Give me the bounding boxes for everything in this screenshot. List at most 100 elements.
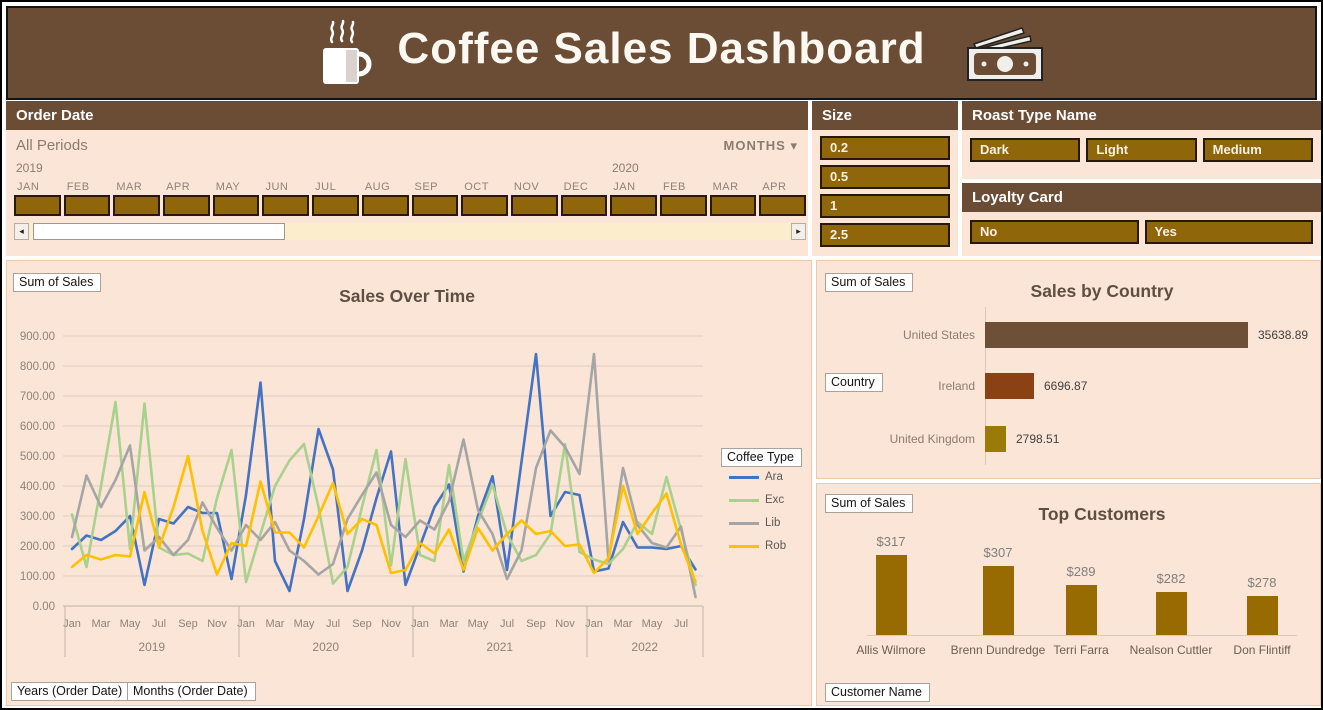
- timeline-month-label: SEP: [414, 181, 439, 193]
- timeline-month-label: MAR: [116, 181, 143, 193]
- sum-of-sales-button[interactable]: Sum of Sales: [13, 273, 102, 292]
- customer-bar-nealson-cuttler: [1155, 592, 1187, 635]
- timeline-title: Order Date: [6, 101, 808, 130]
- timeline-month-bars: [14, 195, 806, 216]
- country-bar-value: 6696.87: [1044, 379, 1088, 393]
- timeline-month-cell[interactable]: [461, 195, 508, 216]
- slicer-option-2-5[interactable]: 2.5: [820, 223, 950, 247]
- timeline-month-cell[interactable]: [163, 195, 210, 216]
- slicer-option-no[interactable]: No: [970, 220, 1139, 244]
- sales-by-country-chart: Sum of Sales Sales by Country Country Un…: [816, 260, 1321, 479]
- timeline-month-cell[interactable]: [610, 195, 657, 216]
- legend-label: Ara: [765, 471, 783, 483]
- size-slicer-title: Size: [812, 101, 958, 130]
- svg-text:Sep: Sep: [178, 618, 198, 630]
- customer-bar-value: $289: [1066, 564, 1096, 579]
- line-chart-title: Sales Over Time: [339, 286, 475, 306]
- svg-text:2019: 2019: [138, 640, 165, 654]
- top-customers-chart: Sum of Sales Top Customers $317 Allis Wil…: [816, 483, 1321, 706]
- svg-text:Mar: Mar: [92, 618, 111, 630]
- country-field-button[interactable]: Country: [825, 373, 883, 392]
- money-icon: [967, 27, 1043, 81]
- slicer-option-1[interactable]: 1: [820, 194, 950, 218]
- svg-text:900.00: 900.00: [20, 331, 55, 343]
- svg-text:700.00: 700.00: [20, 391, 55, 403]
- country-bar-ireland: [985, 373, 1034, 399]
- svg-text:Jan: Jan: [585, 618, 603, 630]
- customer-name-label: Brenn Dundredge: [950, 643, 1046, 657]
- slicer-option-light[interactable]: Light: [1086, 138, 1197, 162]
- slicer-option-0-2[interactable]: 0.2: [820, 136, 950, 160]
- legend-label: Rob: [765, 540, 787, 552]
- timeline-month-cell[interactable]: [659, 195, 707, 216]
- scroll-left-arrow-icon[interactable]: ◂: [14, 223, 29, 240]
- months-field-button[interactable]: Months (Order Date): [127, 682, 256, 701]
- svg-text:Nov: Nov: [207, 618, 227, 630]
- sales-over-time-chart: 0.00 100.00 200.00 300.00 400.00 500.00 600.00…: [6, 260, 812, 706]
- roast-type-slicer: Roast Type Name Dark Light Medium: [962, 101, 1321, 179]
- timeline-scroll-track[interactable]: [29, 223, 791, 240]
- timeline-month-label: FEB: [66, 181, 90, 193]
- timeline-month-cell[interactable]: [14, 195, 61, 216]
- timeline-period-label: All Periods: [16, 137, 88, 154]
- timeline-month-cell[interactable]: [361, 195, 409, 216]
- order-date-timeline: Order Date All Periods MONTHS ▾ 2019 202…: [6, 101, 808, 256]
- timeline-month-cell[interactable]: [759, 195, 806, 216]
- timeline-month-label: APR: [166, 181, 191, 193]
- timeline-month-cell[interactable]: [560, 195, 608, 216]
- svg-text:Jan: Jan: [237, 618, 255, 630]
- svg-text:Mar: Mar: [614, 618, 633, 630]
- customer-bar-allis-wilmore: [875, 555, 907, 635]
- customers-chart-title: Top Customers: [1038, 504, 1166, 524]
- timeline-month-label: NOV: [513, 181, 540, 193]
- timeline-month-cell[interactable]: [262, 195, 310, 216]
- timeline-month-cell[interactable]: [510, 195, 558, 216]
- svg-text:2021: 2021: [486, 640, 513, 654]
- legend-label: Lib: [765, 517, 781, 529]
- timeline-month-cell[interactable]: [411, 195, 459, 216]
- timeline-month-label: FEB: [662, 181, 686, 193]
- svg-text:600.00: 600.00: [20, 421, 55, 433]
- timeline-scroll-thumb[interactable]: [33, 223, 285, 240]
- timeline-month-cell[interactable]: [312, 195, 359, 216]
- customer-name-field-button[interactable]: Customer Name: [825, 683, 930, 702]
- svg-text:Jan: Jan: [63, 618, 81, 630]
- loyalty-slicer-title: Loyalty Card: [962, 183, 1321, 212]
- country-bar-united-kingdom: [985, 426, 1006, 452]
- svg-text:May: May: [294, 618, 315, 630]
- timeline-month-cell[interactable]: [63, 195, 111, 216]
- years-field-button[interactable]: Years (Order Date): [11, 682, 131, 701]
- svg-text:800.00: 800.00: [20, 361, 55, 373]
- svg-text:Nov: Nov: [381, 618, 401, 630]
- svg-text:2022: 2022: [631, 640, 658, 654]
- timeline-month-cell[interactable]: [212, 195, 260, 216]
- sum-of-sales-button[interactable]: Sum of Sales: [825, 273, 914, 292]
- legend-item-rob: Rob: [729, 540, 786, 552]
- slicer-option-0-5[interactable]: 0.5: [820, 165, 950, 189]
- country-category-label: United States: [902, 328, 975, 342]
- legend-field-button[interactable]: Coffee Type: [721, 448, 802, 467]
- series-line-lib: [70, 352, 697, 599]
- dashboard-title: Coffee Sales Dashboard: [397, 24, 926, 73]
- country-bar-united-states: [985, 322, 1248, 348]
- timeline-granularity-dropdown[interactable]: MONTHS ▾: [724, 138, 799, 154]
- roast-slicer-title: Roast Type Name: [962, 101, 1321, 130]
- slicer-option-yes[interactable]: Yes: [1144, 220, 1313, 244]
- customer-bar-value: $307: [983, 545, 1013, 560]
- slicer-option-dark[interactable]: Dark: [970, 138, 1081, 162]
- scroll-right-arrow-icon[interactable]: ▸: [791, 223, 806, 240]
- timeline-month-label: DEC: [563, 181, 589, 193]
- granularity-label: MONTHS: [723, 138, 786, 153]
- slicer-option-medium[interactable]: Medium: [1202, 138, 1313, 162]
- sum-of-sales-button[interactable]: Sum of Sales: [825, 494, 914, 513]
- timeline-scrollbar[interactable]: ◂ ▸: [14, 223, 806, 240]
- svg-text:300.00: 300.00: [20, 511, 55, 523]
- timeline-month-cell[interactable]: [709, 195, 757, 216]
- legend-swatch-ara: [729, 475, 759, 479]
- customer-name-label: Don Flintiff: [1233, 643, 1291, 657]
- timeline-month-label: JUL: [315, 181, 337, 193]
- timeline-month-label: JUN: [265, 181, 289, 193]
- customer-name-label: Allis Wilmore: [856, 643, 926, 657]
- timeline-month-cell[interactable]: [113, 195, 161, 216]
